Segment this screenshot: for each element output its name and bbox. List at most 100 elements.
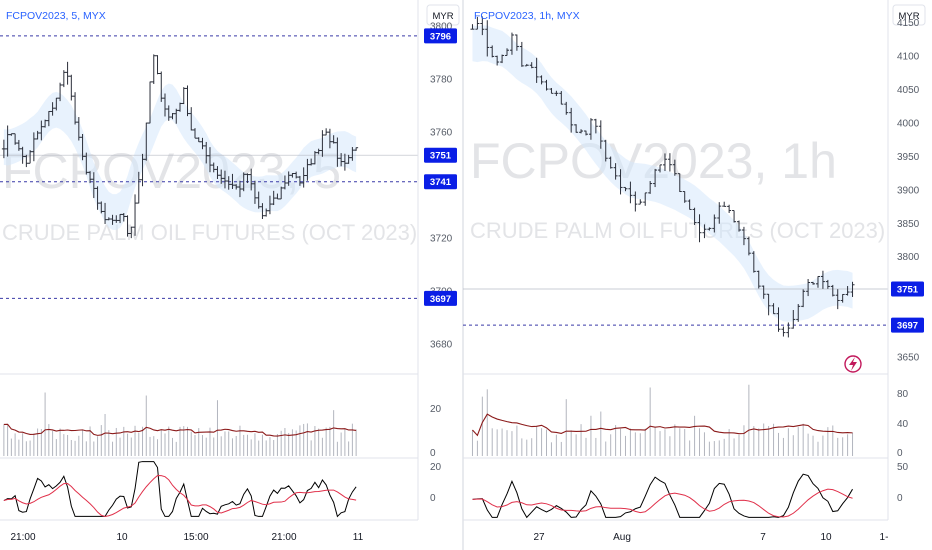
right-price-tick: 4100 [897,51,920,62]
svg-text:3741: 3741 [430,177,452,188]
left-candle [140,153,145,187]
right-candle [519,41,524,67]
left-candle [28,150,33,164]
right-price-tick: 3850 [897,219,920,230]
left-candle [133,194,138,236]
left-price-badge[interactable]: 3751 [424,147,457,163]
left-candle [301,167,306,188]
right-candle [643,192,648,206]
right-chart-title[interactable]: FCPOV2023, 1h, MYX [474,10,580,22]
left-candle [73,92,78,125]
right-candle [746,236,751,256]
left-panel: FCPOV2023, 5 CRUDE PALM OIL FUTURES (OCT… [0,0,460,543]
left-candle [309,158,314,166]
lightning-icon[interactable] [844,355,862,373]
left-candle [61,70,66,88]
right-candle [732,210,737,223]
left-candle [163,93,168,117]
left-price-badge[interactable]: 3741 [424,174,457,190]
right-price-band [472,25,853,322]
left-candle [245,173,250,184]
left-candle [346,154,351,164]
right-candle [559,91,564,105]
left-candle [174,108,179,124]
left-candle [267,195,272,215]
left-candle [207,147,212,173]
right-candle [712,214,717,233]
right-candle [583,130,588,136]
left-currency-box[interactable] [426,4,460,26]
left-candle [200,137,205,150]
right-candle [495,55,500,66]
right-candle [786,322,791,338]
left-price-tick: 3680 [430,339,453,350]
right-candle [756,270,761,289]
right-price-tick: 4150 [897,18,920,29]
right-currency-box[interactable] [892,4,926,26]
right-candle [771,303,776,315]
right-price-tick: 3900 [897,185,920,196]
right-price-tick: 3950 [897,152,920,163]
right-price-badge[interactable]: 3751 [891,281,924,297]
right-candle [825,279,830,289]
left-candle [237,180,242,198]
right-candle [554,90,559,97]
left-price-badge[interactable]: 3796 [424,28,457,44]
left-candle [286,171,291,186]
right-candle [574,124,579,133]
left-candle [84,152,89,175]
left-candle [260,203,265,219]
left-candle [46,110,51,127]
left-candle [159,71,164,102]
left-candle [234,184,239,190]
left-candle [316,148,321,155]
left-price-badge[interactable]: 3697 [424,290,457,306]
left-candle [110,214,115,225]
right-candle [505,48,510,56]
right-price-badge[interactable]: 3697 [891,317,924,333]
right-candle [791,310,796,329]
svg-text:3751: 3751 [430,151,452,162]
left-candle [129,226,134,239]
left-candle [88,171,93,184]
left-candle [76,117,81,141]
left-candle [226,176,231,190]
right-candle [514,34,519,51]
left-candle [222,170,227,189]
left-candle [103,202,108,225]
left-candle [9,133,14,136]
left-candle [35,130,40,140]
right-candle [588,118,593,140]
right-price-tick: 4000 [897,118,920,129]
left-candle [189,107,194,131]
right-candle [766,293,771,316]
left-time-tick: 10 [116,532,128,543]
left-candle [249,168,254,191]
right-candle [633,191,638,212]
right-candle [672,159,677,176]
right-candle [717,202,722,224]
left-candle [65,61,70,85]
left-candle [305,158,310,181]
right-candle [603,139,608,162]
left-oscillator-tick: 0 [430,493,436,504]
right-candle [761,285,766,299]
right-candle [658,164,663,173]
right-candle [702,224,707,239]
right-candle [623,186,628,192]
right-candle [697,214,702,243]
left-chart-title[interactable]: FCPOV2023, 5, MYX [6,10,106,22]
left-candle [136,171,141,204]
right-price-tick: 3650 [897,353,920,364]
left-candle [297,175,302,186]
left-candle [80,134,85,161]
left-candle [279,186,284,200]
left-candle [241,172,246,192]
left-candle [99,201,104,214]
left-candle [31,132,36,162]
right-candle [638,199,643,205]
right-candle [475,16,480,30]
left-candle [24,154,29,168]
left-candle [151,54,156,85]
right-oscillator-signal [472,488,853,518]
